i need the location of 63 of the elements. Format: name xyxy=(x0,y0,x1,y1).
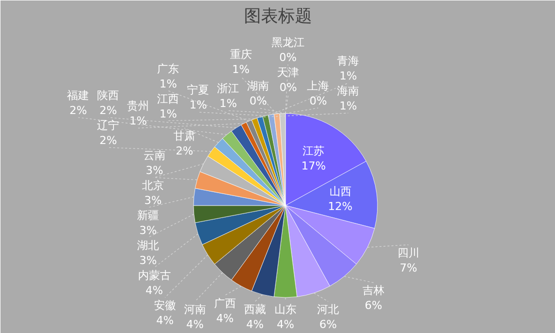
slice-label: 湖北 xyxy=(137,238,160,252)
data-label: 1% xyxy=(340,100,357,113)
data-label: 1% xyxy=(130,114,147,128)
slice-label: 西藏 xyxy=(244,303,266,316)
text: 0% xyxy=(250,94,267,108)
data-label: 12% xyxy=(328,200,352,214)
category-label: 黑龙江 xyxy=(271,36,304,49)
slice-label: 甘肃 xyxy=(173,130,196,143)
slice-label: 宁夏 xyxy=(187,84,210,97)
data-label: 3% xyxy=(139,254,157,267)
slice-label: 江西 xyxy=(157,92,180,106)
data-label: 2% xyxy=(100,104,117,117)
data-label: 7% xyxy=(400,261,418,274)
data-label: 17% xyxy=(301,159,326,172)
data-label: 4% xyxy=(186,318,204,331)
category-label: 天津 xyxy=(277,66,300,79)
slice-label: 吉林 xyxy=(362,284,384,298)
text: 0% xyxy=(280,81,297,94)
data-label: 1% xyxy=(340,70,357,83)
slice-label: 北京 xyxy=(142,178,164,192)
category-label: 上海 xyxy=(307,79,330,92)
data-label: 3% xyxy=(144,194,162,207)
data-label: 1% xyxy=(190,98,207,112)
slice-label: 青海 xyxy=(337,54,360,68)
text: 0% xyxy=(279,51,297,64)
data-label: 1% xyxy=(220,97,237,110)
slice-label: 河北 xyxy=(317,303,340,316)
slice-label: 广西 xyxy=(214,296,236,310)
data-label: 2% xyxy=(100,134,117,147)
category-label: 湖南 xyxy=(247,79,270,92)
slice-label: 内蒙古 xyxy=(138,268,171,282)
data-label: 4% xyxy=(146,284,163,297)
data-label: 4% xyxy=(276,318,294,331)
slice-label: 山东 xyxy=(274,303,296,316)
slice-label: 河南 xyxy=(184,303,206,316)
data-label: 2% xyxy=(176,144,194,158)
data-label: 2% xyxy=(70,104,87,117)
data-label: 3% xyxy=(139,224,157,237)
data-label: 6% xyxy=(364,299,382,312)
data-label: 1% xyxy=(160,107,177,120)
slice-label: 贵州 xyxy=(127,100,150,113)
slice-label: 重庆 xyxy=(230,48,252,62)
slice-label: 广东 xyxy=(157,62,180,76)
slice-label: 浙江 xyxy=(217,82,240,96)
data-label: 4% xyxy=(246,318,264,331)
slice-label: 陕西 xyxy=(97,88,120,102)
slice-label: 四川 xyxy=(397,246,420,260)
data-label: 3% xyxy=(146,164,164,177)
data-label: 4% xyxy=(216,312,234,325)
data-label: 1% xyxy=(232,63,250,76)
slice-label: 辽宁 xyxy=(97,118,120,132)
slice-label: 江苏 xyxy=(302,144,325,158)
data-label: 6% xyxy=(319,318,337,331)
slice-label: 新疆 xyxy=(137,208,160,222)
data-label: 1% xyxy=(160,77,177,90)
slice-label: 福建 xyxy=(67,88,90,102)
text: 0% xyxy=(310,94,327,108)
data-label: 4% xyxy=(156,314,174,327)
chart-title: 图表标题 xyxy=(244,6,312,26)
slice-label: 山西 xyxy=(329,185,352,198)
slice-label: 安徽 xyxy=(154,298,176,312)
slice-label: 云南 xyxy=(143,148,166,162)
slice-label: 海南 xyxy=(337,84,360,98)
